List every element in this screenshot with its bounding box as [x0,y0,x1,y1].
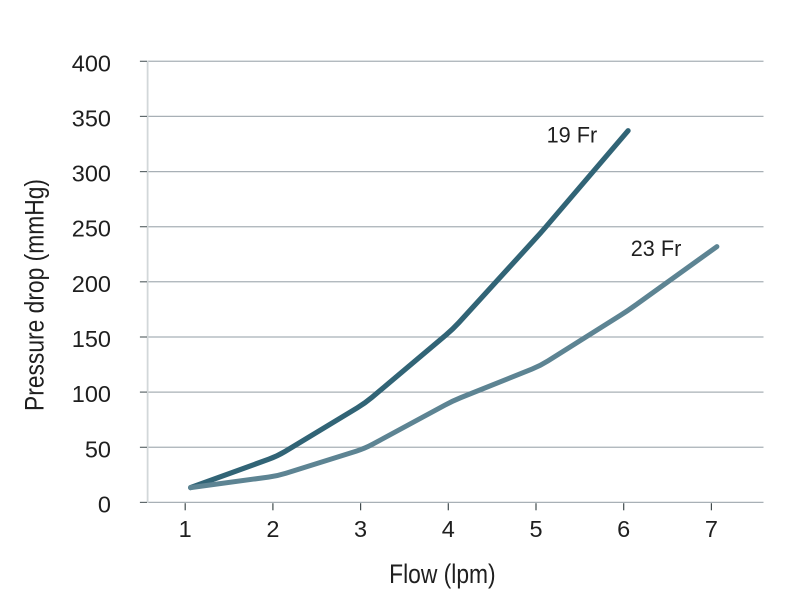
svg-text:100: 100 [72,381,111,407]
svg-text:1: 1 [179,516,192,542]
svg-text:50: 50 [85,436,111,462]
svg-text:Flow (lpm): Flow (lpm) [389,559,496,589]
svg-text:7: 7 [705,516,718,542]
svg-text:150: 150 [72,326,111,352]
svg-text:3: 3 [354,516,367,542]
svg-text:400: 400 [72,50,111,76]
svg-text:200: 200 [72,271,111,297]
svg-text:350: 350 [72,105,111,131]
svg-text:5: 5 [529,516,542,542]
svg-text:Pressure drop (mmHg): Pressure drop (mmHg) [20,179,50,411]
svg-text:6: 6 [617,516,630,542]
svg-text:250: 250 [72,216,111,242]
svg-text:4: 4 [442,516,455,542]
svg-text:19 Fr: 19 Fr [547,122,598,147]
svg-text:300: 300 [72,161,111,187]
svg-text:2: 2 [266,516,279,542]
svg-text:23 Fr: 23 Fr [631,236,682,261]
svg-text:0: 0 [98,491,111,517]
